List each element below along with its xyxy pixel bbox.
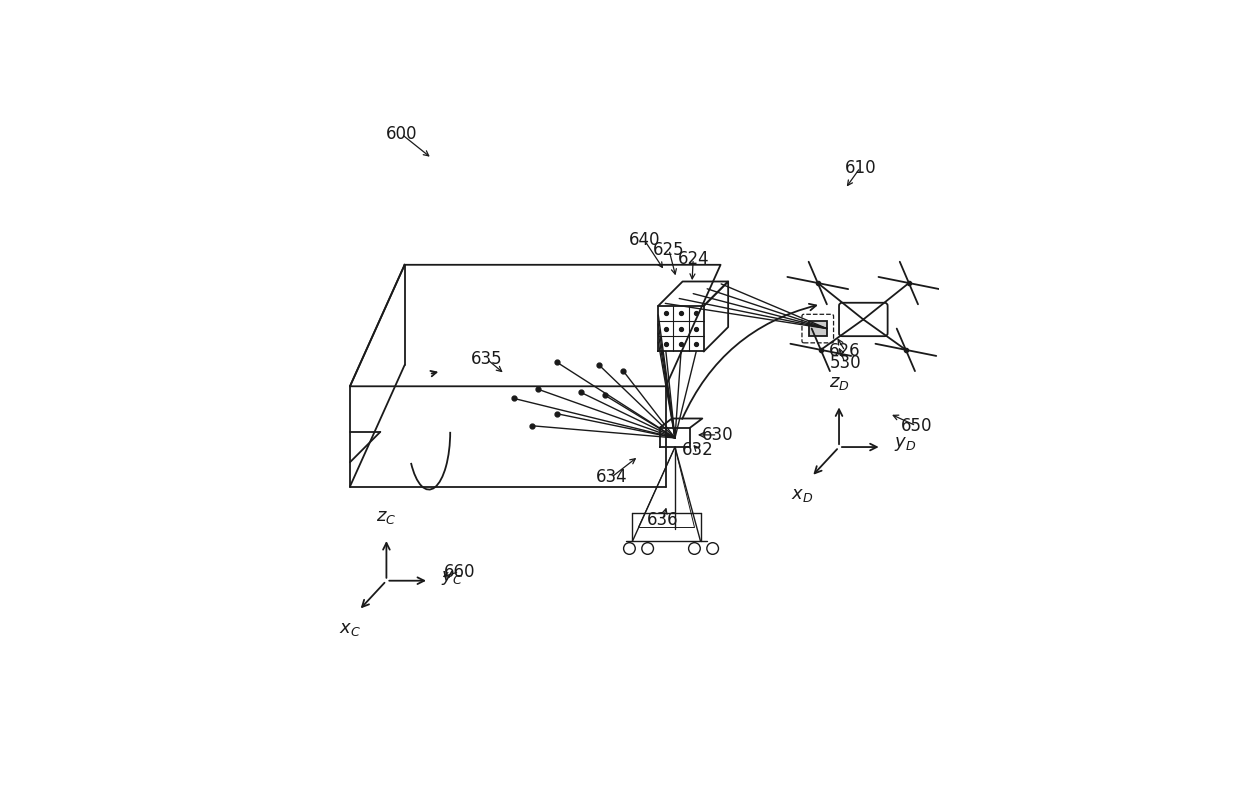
Bar [808, 321, 827, 336]
Text: 625: 625 [653, 241, 684, 259]
Text: 634: 634 [595, 469, 627, 487]
Text: 626: 626 [830, 342, 861, 360]
Text: 660: 660 [444, 563, 475, 581]
Text: 636: 636 [647, 511, 678, 529]
Text: $z_C$: $z_C$ [376, 508, 397, 526]
Text: 650: 650 [900, 417, 932, 435]
Text: 632: 632 [682, 441, 714, 459]
Text: 610: 610 [844, 159, 877, 177]
Text: 624: 624 [677, 249, 709, 267]
Text: 530: 530 [830, 354, 861, 372]
Text: 635: 635 [471, 350, 502, 368]
Text: $y_C$: $y_C$ [441, 569, 463, 587]
FancyBboxPatch shape [839, 303, 888, 336]
Text: 600: 600 [386, 125, 418, 143]
Text: $x_C$: $x_C$ [339, 619, 361, 638]
Text: $x_D$: $x_D$ [791, 486, 813, 504]
Text: $y_D$: $y_D$ [894, 435, 916, 453]
Text: 640: 640 [629, 231, 661, 249]
Text: 630: 630 [702, 426, 733, 444]
Text: $z_D$: $z_D$ [828, 374, 849, 392]
